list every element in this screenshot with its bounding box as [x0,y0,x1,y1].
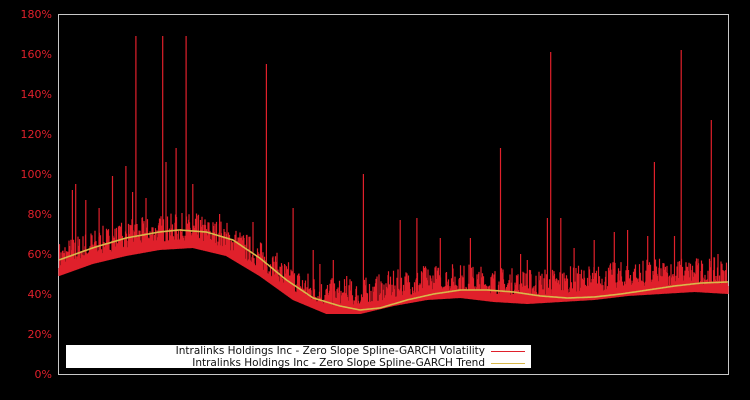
y-tick-60: 60% [27,248,52,261]
y-tick-140: 140% [20,88,52,101]
y-tick-100: 100% [20,168,52,181]
chart-legend: Intralinks Holdings Inc - Zero Slope Spl… [66,345,531,369]
y-tick-160: 160% [20,48,52,61]
legend-volatility-label: Intralinks Holdings Inc - Zero Slope Spl… [175,345,485,357]
legend-volatility-swatch [491,351,525,352]
y-tick-120: 120% [20,128,52,141]
trend-series [58,229,728,311]
legend-trend-swatch [491,363,525,364]
volatility-line [58,36,729,314]
legend-trend-label: Intralinks Holdings Inc - Zero Slope Spl… [192,357,485,369]
y-tick-180: 180% [20,8,52,21]
y-tick-0: 0% [34,368,52,381]
y-tick-80: 80% [27,208,52,221]
y-tick-20: 20% [27,328,52,341]
y-tick-40: 40% [27,288,52,301]
plot-frame [58,14,729,375]
volatility-series [58,36,729,314]
